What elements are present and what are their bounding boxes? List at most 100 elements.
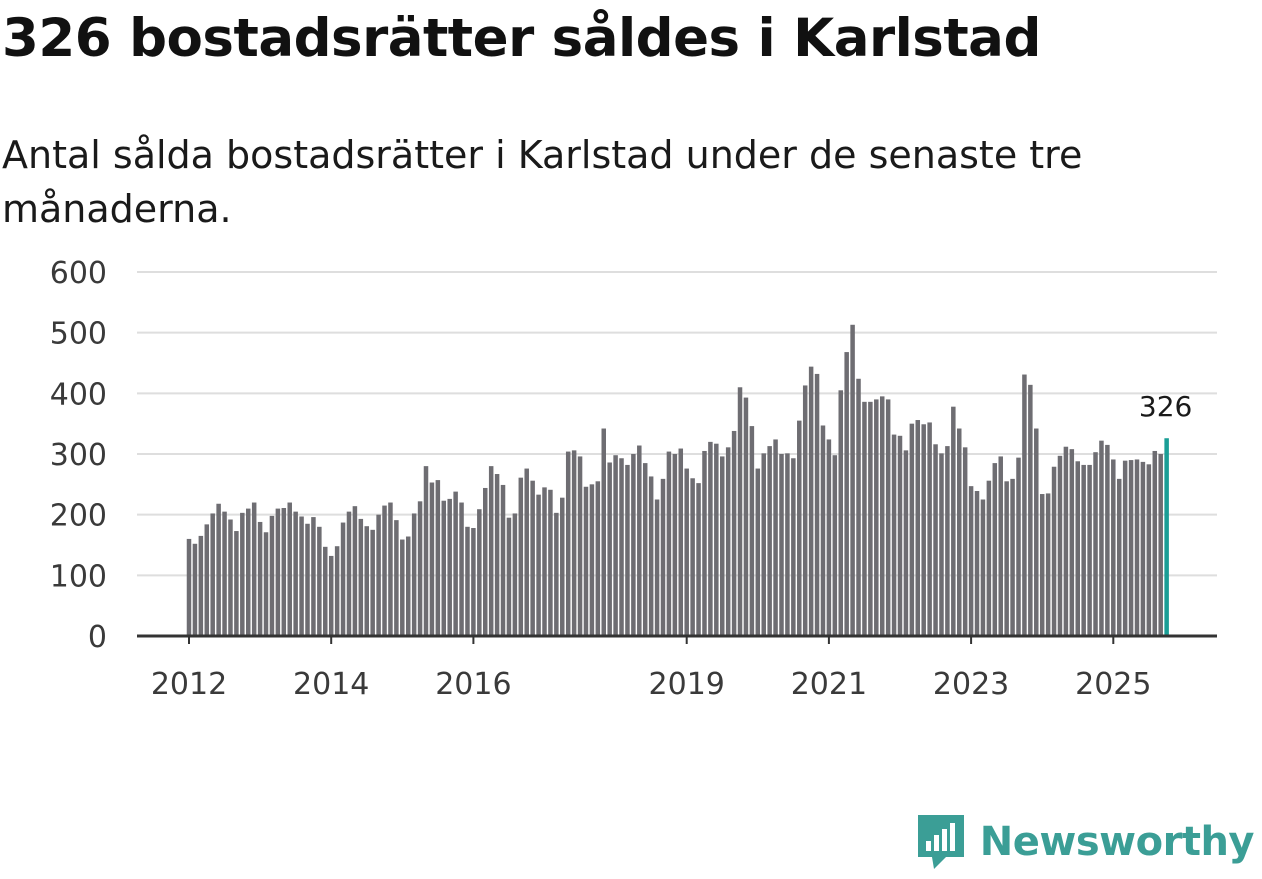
bar [323,546,328,636]
bar [708,441,713,636]
bar [364,526,369,636]
bar [542,487,547,636]
bar [737,387,743,636]
bar [459,502,464,636]
bar [293,511,298,636]
bar [1158,454,1163,636]
x-tick-label-2016: 2016 [435,667,511,702]
x-tick-label-2023: 2023 [933,667,1009,702]
bar [299,516,304,636]
bar [1152,450,1158,636]
bar [483,487,488,636]
bar [269,515,275,636]
bar [228,519,233,636]
bar [903,450,909,636]
bar [832,455,838,636]
bar [405,536,411,636]
bar [927,422,932,636]
bar [1039,494,1045,636]
bar [702,450,707,636]
bar [962,447,968,636]
bar [1069,449,1075,636]
bar [637,445,642,636]
bar [571,450,577,636]
bar [690,478,695,636]
bar [311,517,316,636]
bar [814,373,820,636]
bar [1051,466,1057,636]
y-tick-label-200: 200 [50,499,107,534]
bar [826,439,832,636]
bar [619,458,624,636]
bar [951,406,956,636]
bar [589,484,595,636]
bar [607,462,612,636]
bar [500,484,506,636]
brand-logo: Newsworthy [916,813,1255,871]
bar [1134,459,1140,636]
bar [968,486,974,636]
bar [1099,440,1104,636]
bar [530,480,535,636]
bar [761,453,766,636]
bar [411,513,417,636]
bar [565,451,571,636]
bar [773,439,778,636]
bar [714,443,719,636]
bar [1045,493,1051,636]
bar [797,420,802,636]
bar [234,531,239,636]
bar [945,446,950,636]
bar [560,497,565,636]
bar [186,538,192,636]
bar [358,518,364,636]
bar [678,448,684,636]
bar [802,385,808,636]
bar [453,491,458,636]
bar [974,491,980,636]
bar [631,454,636,636]
bar [1116,478,1122,636]
bar [595,481,601,636]
bar [1093,452,1098,636]
bar [601,428,606,636]
bar [1063,446,1069,636]
bar [1022,374,1027,636]
bars [186,324,1169,636]
chart-headline: 326 bostadsrätter såldes i Karlstad [2,8,1041,69]
bar [554,512,559,636]
bar [328,555,334,636]
bar [210,513,215,636]
bar [1075,461,1080,636]
bar [263,532,269,636]
bar [850,324,855,636]
bar [891,434,897,636]
bar [287,502,292,636]
bar [642,463,648,636]
bar [838,390,843,636]
bar [1004,481,1009,636]
bar [524,468,529,636]
bar [696,483,701,636]
bar [317,526,322,636]
bar [921,424,926,636]
bar [980,499,986,636]
bar [536,494,541,636]
bar [856,378,861,636]
bar [785,453,790,636]
bar [494,474,500,636]
y-tick-label-600: 600 [50,256,107,291]
bar [417,501,423,636]
bar [340,522,346,636]
bar [844,352,849,636]
bar [518,477,524,636]
logo-bubble-shape [917,815,964,869]
bar [879,396,885,636]
bar [1057,455,1063,636]
bar [222,511,227,636]
bar [957,428,962,636]
bar [1105,444,1110,636]
bar [1034,428,1039,636]
bar [986,480,992,636]
bar [625,464,630,636]
